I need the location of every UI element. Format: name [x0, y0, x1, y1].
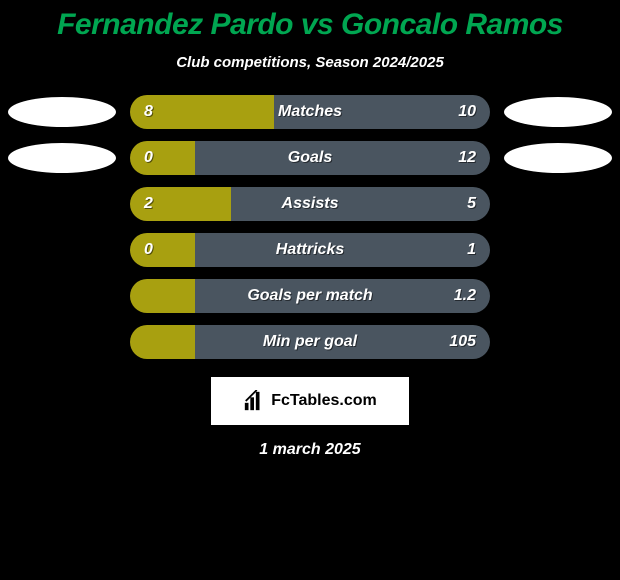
stat-label: Goals [288, 149, 332, 167]
stat-left-value: 2 [144, 195, 153, 213]
stat-row: Min per goal 105 [8, 325, 612, 359]
footer-badge: FcTables.com [211, 377, 409, 425]
stat-left-value: 8 [144, 103, 153, 121]
stat-row: 8 Matches 10 [8, 95, 612, 129]
ellipse-spacer [8, 281, 116, 311]
bar-right-fill [195, 141, 490, 175]
stat-bar: 0 Goals 12 [130, 141, 490, 175]
player-right-ellipse [504, 97, 612, 127]
stat-bar: 0 Hattricks 1 [130, 233, 490, 267]
stat-right-value: 1.2 [454, 287, 476, 305]
stat-bar: 8 Matches 10 [130, 95, 490, 129]
page-subtitle: Club competitions, Season 2024/2025 [0, 54, 620, 71]
stat-bar: Goals per match 1.2 [130, 279, 490, 313]
stat-right-value: 10 [458, 103, 476, 121]
ellipse-spacer [504, 327, 612, 357]
stat-label: Hattricks [276, 241, 344, 259]
stat-bar: 2 Assists 5 [130, 187, 490, 221]
bar-right-fill [231, 187, 490, 221]
date-text: 1 march 2025 [0, 441, 620, 459]
stat-row: 0 Goals 12 [8, 141, 612, 175]
stat-right-value: 12 [458, 149, 476, 167]
page-title: Fernandez Pardo vs Goncalo Ramos [0, 8, 620, 42]
comparison-infographic: Fernandez Pardo vs Goncalo Ramos Club co… [0, 0, 620, 580]
ellipse-spacer [504, 281, 612, 311]
footer-text: FcTables.com [271, 392, 377, 410]
stat-row: Goals per match 1.2 [8, 279, 612, 313]
stats-rows: 8 Matches 10 0 Goals 12 2 Assists 5 0 Hattricks 1 Go… [0, 95, 620, 359]
stat-row: 0 Hattricks 1 [8, 233, 612, 267]
ellipse-spacer [8, 327, 116, 357]
bar-left-fill [130, 233, 195, 267]
bar-left-fill [130, 279, 195, 313]
stat-right-value: 105 [449, 333, 476, 351]
stat-label: Matches [278, 103, 342, 121]
stat-left-value: 0 [144, 241, 153, 259]
stat-label: Assists [282, 195, 339, 213]
bar-left-fill [130, 141, 195, 175]
bar-left-fill [130, 325, 195, 359]
stat-row: 2 Assists 5 [8, 187, 612, 221]
stat-left-value: 0 [144, 149, 153, 167]
ellipse-spacer [8, 235, 116, 265]
player-left-ellipse [8, 97, 116, 127]
bars-icon [243, 390, 265, 412]
stat-label: Goals per match [247, 287, 372, 305]
player-right-ellipse [504, 143, 612, 173]
stat-right-value: 1 [467, 241, 476, 259]
stat-bar: Min per goal 105 [130, 325, 490, 359]
stat-right-value: 5 [467, 195, 476, 213]
stat-label: Min per goal [263, 333, 357, 351]
ellipse-spacer [504, 235, 612, 265]
ellipse-spacer [504, 189, 612, 219]
player-left-ellipse [8, 143, 116, 173]
ellipse-spacer [8, 189, 116, 219]
